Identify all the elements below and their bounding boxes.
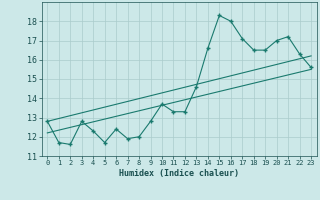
X-axis label: Humidex (Indice chaleur): Humidex (Indice chaleur) bbox=[119, 169, 239, 178]
